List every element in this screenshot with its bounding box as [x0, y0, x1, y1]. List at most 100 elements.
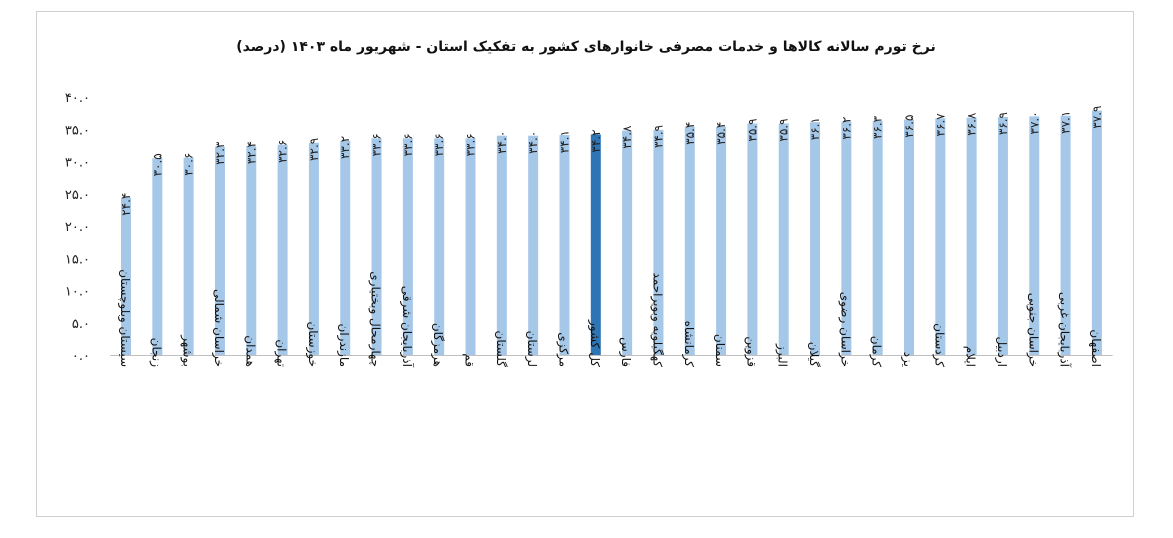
- bar: [716, 126, 727, 355]
- bar: [308, 142, 319, 355]
- y-tick-label: ۴۰.۰: [65, 91, 90, 106]
- data-label: ۳۶.۵: [902, 115, 916, 138]
- data-label: ۳۳.۶: [370, 133, 384, 156]
- data-label: ۳۵.۴: [714, 122, 728, 145]
- data-label: ۳۶.۳: [871, 115, 885, 139]
- x-tick-label: قزوین: [743, 336, 758, 367]
- data-label: ۳۲.۶: [276, 140, 290, 163]
- bar: [684, 126, 695, 355]
- bar: [434, 138, 445, 355]
- data-label: ۳۲.۴: [244, 141, 258, 164]
- data-labels: ۲۴.۴ ۳۰.۵ ۳۰.۶ ۳۲.۳ ۳۲.۴ ۳۲.۶ ۳۲.۹ ۳۳.۲ ۳۳.۶ ۳۳.۶…: [119, 106, 1104, 216]
- data-label: ۳۴.۰: [495, 131, 509, 154]
- x-tick-label: خوزستان: [305, 321, 320, 367]
- x-tick-label: چهارمحال وبختیاری: [368, 271, 383, 367]
- y-axis: ۰.۰ ۵.۰ ۱۰.۰ ۱۵.۰ ۲۰.۰ ۲۵.۰ ۳۰.۰ ۳۵.۰ ۴۰.۰: [65, 91, 90, 364]
- bar: [465, 138, 476, 355]
- bar: [747, 123, 758, 355]
- x-tick-label: گلستان: [494, 331, 508, 368]
- x-tick-label: آذربایجان غربی: [1057, 292, 1073, 368]
- x-tick-label: هرمزگان: [430, 323, 445, 367]
- bar: [1091, 110, 1102, 355]
- x-axis: سیستان وبلوچستان زنجان بوشهر خراسان شمالی هم…: [110, 269, 1113, 368]
- bar: [496, 135, 507, 355]
- x-tick-label: کرمان: [869, 336, 884, 368]
- x-tick-label: تهران: [274, 339, 289, 367]
- x-tick-label: فارس: [618, 337, 633, 367]
- x-tick-label: مرکزی: [555, 332, 570, 367]
- x-tick-label: ایلام: [964, 346, 978, 367]
- data-label: ۳۴.۰: [526, 131, 540, 154]
- data-label: ۳۲.۹: [307, 138, 321, 161]
- x-tick-label: البرز: [775, 343, 790, 367]
- data-label: ۳۴.۸: [620, 125, 634, 149]
- bar: [246, 146, 257, 355]
- bar: [904, 119, 914, 355]
- bar: [1029, 116, 1040, 355]
- y-tick-label: ۲۵.۰: [65, 188, 90, 203]
- data-label: ۳۴.۲: [589, 129, 603, 152]
- bar: [966, 117, 977, 355]
- x-tick-label: سیستان وبلوچستان: [117, 269, 132, 367]
- data-label: ۳۷.۱: [1059, 111, 1073, 134]
- bar: [528, 135, 539, 355]
- data-label: ۳۴.۹: [651, 125, 665, 148]
- data-label: ۳۳.۶: [401, 133, 415, 156]
- x-tick-label: بوشهر: [180, 334, 195, 367]
- bar: [997, 116, 1008, 356]
- y-tick-label: ۳۰.۰: [65, 156, 90, 171]
- y-tick-label: ۱۰.۰: [65, 285, 90, 300]
- bar: [277, 144, 288, 355]
- data-label: ۳۶.۸: [965, 112, 979, 136]
- data-label: ۳۶.۹: [996, 112, 1010, 135]
- x-tick-label: خراسان شمالی: [211, 289, 226, 367]
- x-tick-label: آذربایجان شرقی: [399, 286, 415, 368]
- y-tick-label: ۳۵.۰: [65, 123, 90, 138]
- data-label: ۳۵.۴: [683, 122, 697, 145]
- bar: [152, 158, 163, 355]
- y-tick-label: ۱۵.۰: [65, 252, 90, 267]
- x-tick-label: خراسان جنوبی: [1025, 293, 1040, 367]
- data-label: ۳۰.۶: [182, 153, 196, 176]
- bar: [402, 138, 413, 355]
- bar: [214, 146, 225, 355]
- data-label: ۳۳.۶: [464, 133, 478, 156]
- x-tick-label: سمنان: [713, 334, 727, 367]
- data-label: ۳۷.۹: [1090, 106, 1104, 129]
- x-tick-label: اصفهان: [1089, 329, 1103, 367]
- data-label: ۳۰.۵: [150, 153, 164, 176]
- bar: [371, 138, 382, 355]
- bar: [872, 120, 883, 356]
- bar: [841, 121, 852, 355]
- bar: [590, 134, 601, 355]
- data-label: ۳۶.۲: [839, 117, 853, 140]
- x-tick-label: لرستان: [524, 331, 539, 367]
- bar: [121, 197, 131, 355]
- x-tick-label: کل کشور: [587, 319, 602, 367]
- bar: [183, 157, 194, 355]
- data-label: ۳۷.۰: [1027, 111, 1041, 134]
- bar: [340, 140, 351, 355]
- x-tick-label: قم: [463, 353, 477, 367]
- y-tick-label: ۵.۰: [72, 317, 90, 332]
- bars: [121, 110, 1102, 356]
- x-tick-label: یزد: [900, 352, 915, 367]
- x-tick-label: زنجان: [148, 338, 163, 368]
- data-label: ۳۴.۱: [557, 130, 571, 153]
- data-label: ۳۵.۹: [777, 118, 791, 141]
- data-label: ۳۵.۹: [745, 118, 759, 141]
- data-label: ۳۲.۳: [213, 141, 227, 165]
- x-tick-label: کردستان: [931, 323, 946, 367]
- data-label: ۳۳.۲: [338, 136, 352, 159]
- chart-title: نرخ تورم سالانه کالاها و خدمات مصرفی خان…: [236, 39, 935, 55]
- x-tick-label: گیلان: [807, 342, 821, 368]
- y-tick-label: ۲۰.۰: [65, 220, 90, 235]
- bar: [653, 129, 664, 355]
- x-tick-label: کهگیلویه وبویراحمد: [649, 272, 664, 367]
- bar: [778, 123, 789, 355]
- data-label: ۳۳.۶: [432, 133, 446, 156]
- x-tick-label: همدان: [243, 335, 257, 367]
- x-tick-label: مازندران: [336, 324, 351, 367]
- bar: [1060, 115, 1071, 355]
- data-label: ۳۶.۷: [933, 113, 947, 137]
